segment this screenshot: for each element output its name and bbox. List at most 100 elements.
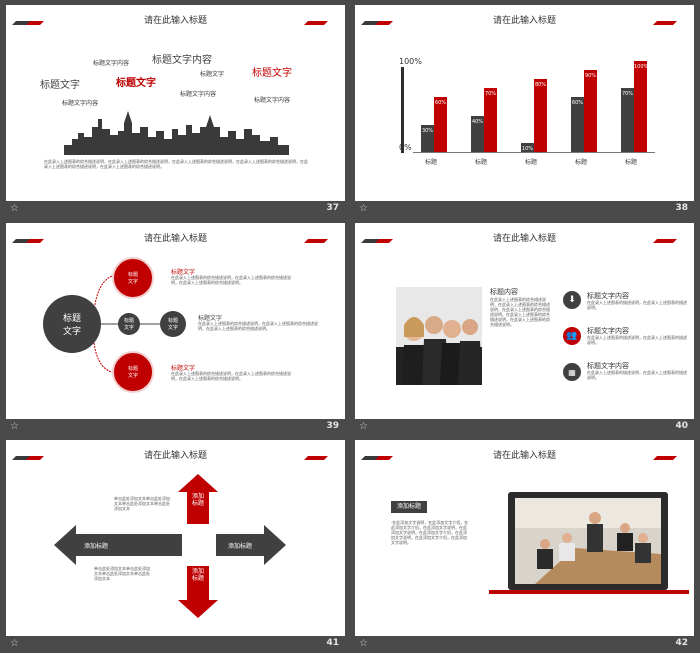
meeting-photo xyxy=(515,498,661,584)
center-circle: 标题 文字 xyxy=(43,295,101,353)
slide-title: 请在此输入标题 xyxy=(492,234,556,244)
arrow-down-label: 添加标题 xyxy=(192,568,205,582)
node-circle: 标题 文字 xyxy=(112,257,154,299)
y-axis xyxy=(401,67,404,153)
slide-number: 37 xyxy=(326,203,339,213)
slide-thumb-37[interactable]: 请在此输入标题 标题文字内容 标题文字内容 标题文字 标题文字 标题文字 标题文… xyxy=(6,5,345,218)
item-description: 在此录入上述图表的综合描述说明，在此录入上述图表的综合描述说明，在此录入上述图表… xyxy=(171,275,291,285)
bar-series-2 xyxy=(534,79,547,152)
x-tick-label: 标题 xyxy=(425,159,438,166)
download-icon: ⬇ xyxy=(563,291,581,309)
slide-footer: ☆ 42 xyxy=(355,636,694,653)
y-tick-bottom: 0% xyxy=(399,143,412,152)
text-block-top: 单击此处添加文本单击此处添加文本单击此处添加文本单击此处添加文本 xyxy=(114,496,170,511)
photo-description: 在此录入上述图表的综合描述说明，在此录入上述图表的综合描述说明，在此录入上述图表… xyxy=(490,297,550,327)
slide-title: 请在此输入标题 xyxy=(143,451,207,461)
text-block-bottom: 单击此处添加文本单击此处添加文本单击此处添加文本单击此处添加文本 xyxy=(94,566,150,581)
arrow-left-label: 添加标题 xyxy=(84,543,109,550)
mid-circle-label: 标题 文字 xyxy=(123,318,134,331)
y-tick-top: 100% xyxy=(399,57,422,66)
bar-series-2 xyxy=(434,97,447,152)
star-icon[interactable]: ☆ xyxy=(10,421,19,432)
slide-thumb-38[interactable]: 请在此输入标题 100% 0% 30% 60% 标题 40% 70% 标题 10% 80% 标题… xyxy=(355,5,694,218)
x-axis xyxy=(413,152,655,153)
star-icon[interactable]: ☆ xyxy=(359,638,368,649)
star-icon[interactable]: ☆ xyxy=(359,203,368,214)
bar-chart: 30% 60% 标题 40% 70% 标题 10% 80% 标题 60% 90% 标题 70% 100% 标… xyxy=(355,5,694,201)
four-arrows-graphic xyxy=(54,474,286,618)
bar-series-1 xyxy=(521,142,534,152)
node-label: 标题 文字 xyxy=(167,318,178,331)
bar-series-2 xyxy=(634,61,647,152)
description-text: 在此录入上述图表的综合描述说明，在此录入上述图表的综合描述说明，在此录入上述图表… xyxy=(44,159,308,169)
word-cloud-item: 标题文字内容 xyxy=(254,97,291,104)
item-description: 在此录入上述图表的综合描述说明，在此录入上述图表的综合描述说明，在此录入上述图表… xyxy=(171,371,291,381)
slide-number: 41 xyxy=(326,638,339,648)
bar-value-label: 60% xyxy=(434,100,447,107)
node-label: 标题 文字 xyxy=(127,272,138,285)
node-circle: 标题 文字 xyxy=(160,311,186,337)
bar-series-1 xyxy=(571,97,584,152)
slide-title: 请在此输入标题 xyxy=(492,16,556,26)
word-cloud-item: 标题文字内容 xyxy=(152,55,212,66)
item-description: 在此录入上述图表的描述说明，在此录入上述图表的描述说明。 xyxy=(587,335,687,345)
slide-canvas: 请在此输入标题 标题文字内容 标题文字内容 标题文字 标题文字 标题文字 标题文… xyxy=(6,5,345,201)
mid-circle: 标题 文字 xyxy=(118,313,140,335)
slide-thumb-39[interactable]: 请在此输入标题 标题 文字 标题 文字 标题 文字 标题 文字 标题 文字 标题… xyxy=(6,223,345,436)
slide-thumb-42[interactable]: 请在此输入标题 添加标题 ·在此添加文字说明，在此添加文字介绍，在此添加文字介绍… xyxy=(355,440,694,653)
slide-thumb-41[interactable]: 请在此输入标题 添加标题 添加标题 添加标题 添加标题 单击此处添加文本单击此处… xyxy=(6,440,345,653)
bar-series-1 xyxy=(421,124,434,152)
bar-value-label: 60% xyxy=(571,100,584,107)
item-title: 标题文字 xyxy=(198,315,223,322)
word-cloud-item: 标题文字 xyxy=(116,78,156,89)
bar-value-label: 80% xyxy=(534,82,547,89)
bar-series-1 xyxy=(621,88,634,152)
slide-number: 38 xyxy=(675,203,688,213)
star-icon[interactable]: ☆ xyxy=(359,421,368,432)
bar-value-label: 70% xyxy=(484,91,497,98)
people-icon: 👥 xyxy=(563,327,581,345)
photo-heading: 标题内容 xyxy=(490,288,518,296)
x-tick-label: 标题 xyxy=(575,159,588,166)
slide-number: 42 xyxy=(675,638,688,648)
slide-canvas: 请在此输入标题 标题内容 在此录入上述图表的综合描述说明，在此录入上述图表的综合… xyxy=(355,223,694,419)
slide-thumb-40[interactable]: 请在此输入标题 标题内容 在此录入上述图表的综合描述说明，在此录入上述图表的综合… xyxy=(355,223,694,436)
slide-title: 请在此输入标题 xyxy=(143,234,207,244)
bar-series-2 xyxy=(584,70,597,152)
word-cloud-item: 标题文字 xyxy=(200,71,225,78)
word-cloud-item: 标题文字内容 xyxy=(93,60,130,67)
item-title: 标题文字内容 xyxy=(587,362,629,370)
slide-number: 40 xyxy=(675,421,688,431)
slide-title: 请在此输入标题 xyxy=(143,16,207,26)
bar-value-label: 100% xyxy=(634,64,649,70)
slide-canvas: 请在此输入标题 100% 0% 30% 60% 标题 40% 70% 标题 10% 80% 标题… xyxy=(355,5,694,201)
tag-label: 添加标题 xyxy=(391,501,427,513)
bar-series-1 xyxy=(471,115,484,152)
item-title: 标题文字 xyxy=(171,269,196,276)
item-description: 在此录入上述图表的描述说明，在此录入上述图表的描述说明。 xyxy=(587,370,687,380)
item-description: 在此录入上述图表的描述说明，在此录入上述图表的描述说明。 xyxy=(587,300,687,310)
bar-value-label: 30% xyxy=(421,127,434,134)
bar-value-label: 90% xyxy=(584,73,597,80)
slide-footer: ☆ 37 xyxy=(6,201,345,218)
slide-canvas: 请在此输入标题 添加标题 ·在此添加文字说明，在此添加文字介绍，在此添加文字介绍… xyxy=(355,440,694,636)
star-icon[interactable]: ☆ xyxy=(10,638,19,649)
star-icon[interactable]: ☆ xyxy=(10,203,19,214)
city-skyline-image xyxy=(64,111,289,155)
slide-footer: ☆ 38 xyxy=(355,201,694,218)
word-cloud-item: 标题文字内容 xyxy=(62,100,99,107)
bar-value-label: 40% xyxy=(471,118,484,125)
description-text: ·在此添加文字说明，在此添加文字介绍，在此添加文字介绍，在此添加文字说明，在此添… xyxy=(391,520,469,545)
item-title: 标题文字 xyxy=(171,365,196,372)
x-tick-label: 标题 xyxy=(625,159,638,166)
arrow-up-label: 添加标题 xyxy=(192,493,205,507)
bar-value-label: 10% xyxy=(521,145,534,152)
item-title: 标题文字内容 xyxy=(587,327,629,335)
node-circle: 标题 文字 xyxy=(112,351,154,393)
item-description: 在此录入上述图表的综合描述说明，在此录入上述图表的综合描述说明，在此录入上述图表… xyxy=(198,321,318,331)
slide-footer: ☆ 41 xyxy=(6,636,345,653)
bar-series-2 xyxy=(484,88,497,152)
slide-canvas: 请在此输入标题 添加标题 添加标题 添加标题 添加标题 单击此处添加文本单击此处… xyxy=(6,440,345,636)
laptop-base xyxy=(489,590,689,594)
item-title: 标题文字内容 xyxy=(587,292,629,300)
